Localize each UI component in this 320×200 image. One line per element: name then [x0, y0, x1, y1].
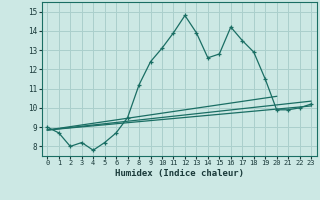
X-axis label: Humidex (Indice chaleur): Humidex (Indice chaleur) [115, 169, 244, 178]
